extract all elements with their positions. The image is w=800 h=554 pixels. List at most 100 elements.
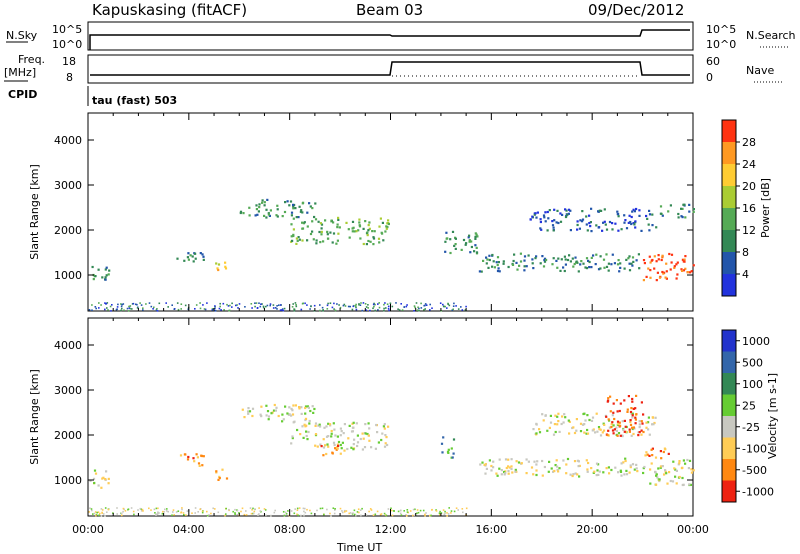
echo-cell — [445, 231, 448, 234]
echo-cell — [308, 419, 311, 423]
echo-cell — [590, 230, 593, 233]
echo-cell — [367, 224, 370, 227]
echo-cell — [557, 470, 560, 473]
near-range-noise — [88, 507, 468, 517]
echo-cell — [247, 410, 250, 413]
echo-cell — [299, 433, 302, 436]
echo-cell — [632, 432, 635, 436]
noise-cell — [106, 307, 108, 309]
colorbar-tick-label: -1000 — [742, 485, 774, 498]
echo-cell — [352, 448, 355, 451]
noise-cell — [358, 511, 360, 514]
echo-cell — [662, 450, 665, 454]
echo-cell — [339, 443, 342, 447]
noise-cell — [136, 307, 139, 309]
noise-cell — [439, 510, 441, 513]
echo-cell — [640, 229, 643, 232]
echo-cell — [613, 428, 616, 431]
echo-cell — [572, 473, 575, 476]
noise-cell — [391, 305, 394, 308]
nsky-label: N.Sky — [6, 29, 38, 42]
echo-cell — [302, 201, 305, 204]
echo-cell — [554, 414, 557, 417]
echo-cell — [590, 207, 593, 210]
echo-cell — [579, 219, 582, 222]
echo-cell — [531, 215, 534, 218]
echo-cell — [470, 240, 473, 243]
echo-cell — [597, 268, 601, 271]
echo-cell — [665, 270, 668, 273]
noise-cell — [164, 508, 166, 511]
noise-cell — [203, 308, 206, 310]
echo-cell — [617, 259, 620, 262]
noise-cell — [373, 302, 375, 305]
echo-cell — [513, 253, 516, 256]
echo-cell — [301, 227, 305, 230]
echo-cell — [624, 219, 627, 222]
noise-cell — [397, 510, 400, 513]
echo-cell — [255, 204, 258, 207]
echo-cell — [611, 414, 614, 417]
noise-cell — [155, 514, 157, 516]
echo-cell — [631, 427, 634, 431]
noise-cell — [139, 507, 142, 510]
echo-cell — [247, 407, 250, 410]
echo-cell — [186, 458, 190, 461]
noise-cell — [304, 507, 306, 510]
echo-cell — [92, 477, 96, 480]
echo-cell — [475, 246, 478, 249]
echo-cell — [631, 400, 634, 403]
noise-cell — [397, 308, 399, 310]
x-tick-label: 20:00 — [576, 523, 608, 536]
echo-cell — [505, 466, 508, 470]
noise-cell — [121, 303, 123, 306]
echo-cell — [362, 227, 365, 230]
echo-cell — [308, 202, 311, 205]
noise-cell — [102, 513, 105, 515]
noise-cell — [403, 306, 406, 308]
echo-cell — [631, 426, 634, 429]
noise-cell — [109, 305, 112, 308]
echo-cell — [678, 460, 681, 463]
echo-cell — [587, 259, 590, 262]
echo-cell — [567, 419, 570, 422]
echo-cell — [631, 264, 634, 267]
echo-cell — [618, 270, 621, 273]
noise-cell — [163, 511, 165, 513]
echo-cell — [551, 220, 554, 223]
echo-cell — [485, 262, 488, 265]
echo-cell — [633, 223, 636, 226]
echo-cell — [243, 416, 246, 419]
echo-cell — [614, 466, 617, 469]
echo-cell — [624, 457, 627, 460]
echo-cell — [368, 439, 371, 442]
echo-cell — [557, 221, 560, 225]
echo-cell — [541, 459, 544, 463]
echo-cell — [635, 394, 638, 397]
echo-cell — [326, 443, 329, 446]
noise-cell — [425, 304, 428, 306]
echo-cell — [631, 463, 635, 466]
freq-label: Freq. — [18, 53, 45, 66]
noise-cell — [226, 303, 228, 306]
noise-cell — [357, 508, 360, 510]
echo-cell — [675, 482, 678, 485]
echo-cell — [467, 236, 470, 239]
cpid-label: CPID — [8, 88, 37, 101]
echo-cell — [353, 230, 356, 233]
echo-cell — [529, 218, 532, 221]
echo-cell — [658, 478, 661, 481]
noise-cell — [185, 514, 187, 516]
echo-cell — [635, 413, 638, 416]
echo-cell — [492, 466, 495, 469]
echo-cell — [624, 459, 627, 463]
echo-cell — [676, 273, 679, 276]
echo-cell — [292, 205, 295, 208]
echo-cell — [508, 466, 511, 469]
echo-cell — [620, 228, 623, 231]
echo-cell — [384, 434, 387, 437]
echo-cell — [692, 469, 695, 472]
echo-cell — [559, 220, 563, 223]
